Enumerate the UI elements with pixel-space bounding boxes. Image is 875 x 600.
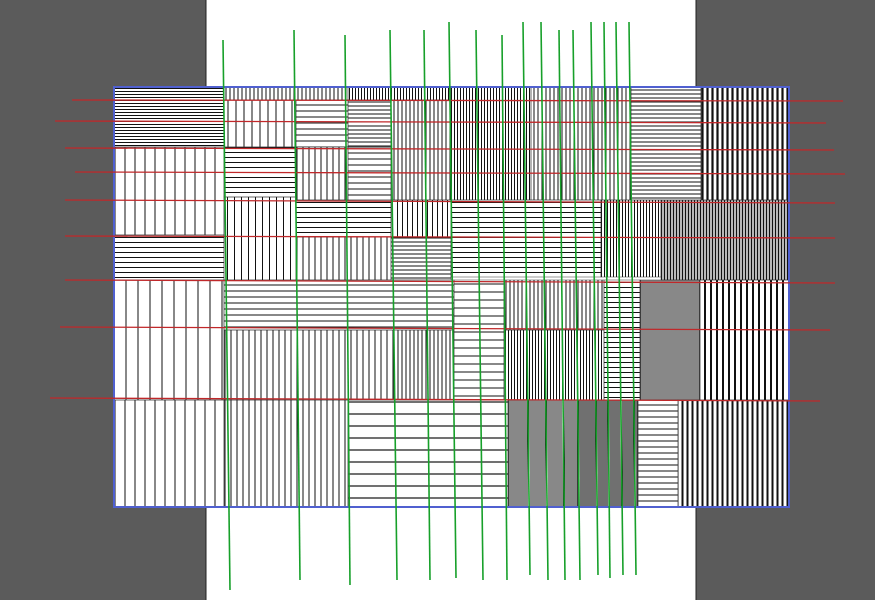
hatch-block <box>677 399 790 508</box>
red-guide <box>64 147 835 151</box>
green-guide <box>475 29 484 581</box>
red-guide <box>64 199 836 204</box>
image-frame <box>113 86 790 508</box>
hatch-block <box>637 399 679 508</box>
hatch-block <box>223 399 349 508</box>
red-guide <box>64 235 836 239</box>
hatch-block <box>393 329 455 401</box>
hatch-block <box>390 236 452 281</box>
hatch-block <box>113 399 225 508</box>
green-guide <box>540 21 549 581</box>
hatch-block <box>503 329 605 401</box>
hatch-block <box>295 236 392 281</box>
hatch-block <box>450 86 532 201</box>
red-guide <box>64 279 836 284</box>
hatch-block <box>699 279 790 401</box>
green-guide <box>628 21 637 576</box>
red-guide <box>71 99 844 102</box>
hatch-block <box>113 146 225 236</box>
hatch-block <box>503 279 605 331</box>
hatch-block <box>223 86 349 101</box>
red-guide <box>59 326 831 331</box>
green-guide <box>501 34 508 581</box>
hatch-block <box>113 279 225 401</box>
hatch-block <box>223 196 297 281</box>
hatch-block <box>295 146 349 201</box>
hatch-block <box>347 146 392 201</box>
red-guide <box>49 397 821 402</box>
green-guide <box>572 29 581 581</box>
hatch-block <box>390 199 452 238</box>
red-guides <box>49 99 846 402</box>
hatch-block <box>603 279 641 401</box>
hatch-block <box>223 279 455 331</box>
hatch-block <box>639 279 701 401</box>
hatch-block <box>295 99 349 148</box>
green-guide <box>603 21 611 579</box>
hatch-block <box>507 399 579 508</box>
green-guide <box>448 21 457 579</box>
green-guide <box>615 21 624 576</box>
hatch-block <box>700 86 790 201</box>
hatch-block <box>347 99 392 148</box>
red-guide <box>54 120 827 124</box>
green-guide <box>293 29 301 581</box>
hatch-block <box>530 86 632 201</box>
hatch-block <box>347 86 452 101</box>
red-guide <box>74 171 846 175</box>
green-guide <box>590 21 599 576</box>
green-guide <box>423 29 431 581</box>
hatch-block <box>630 86 702 201</box>
hatch-block <box>113 234 225 281</box>
green-guide <box>344 34 351 586</box>
hatch-block <box>223 99 297 148</box>
hatch-block <box>223 329 395 401</box>
hatch-block <box>295 199 392 238</box>
green-guide <box>389 29 398 581</box>
hatch-block <box>390 99 452 201</box>
hatch-block <box>660 199 790 281</box>
green-guides <box>222 21 637 591</box>
hatch-block <box>113 86 225 148</box>
green-guide <box>522 21 531 576</box>
green-guide <box>558 29 566 581</box>
green-guide <box>222 39 231 591</box>
